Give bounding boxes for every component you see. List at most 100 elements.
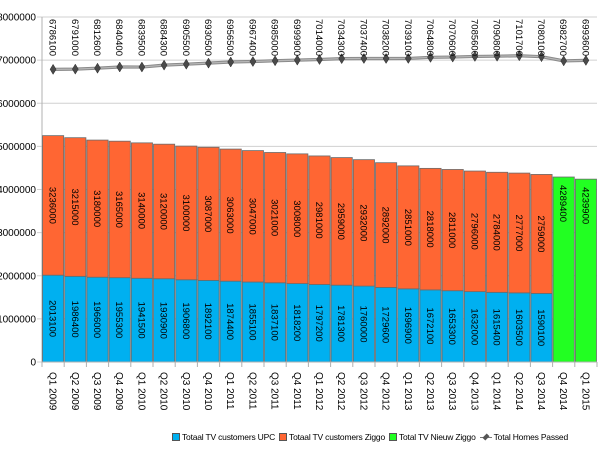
bar-data-label: 1729600 bbox=[380, 306, 391, 343]
bar-segment bbox=[486, 171, 509, 293]
bar-data-label: 3180000 bbox=[91, 190, 102, 227]
y-tick-label: 0 bbox=[30, 358, 36, 369]
bar-data-label: 1930900 bbox=[158, 302, 169, 339]
line-data-label: 6982700 bbox=[557, 19, 568, 56]
homes-passed-marker bbox=[516, 50, 523, 62]
bar-data-label: 2981000 bbox=[313, 202, 324, 239]
line-data-label: 6930500 bbox=[202, 19, 213, 56]
x-tick-label: Q2 2009 bbox=[69, 372, 80, 411]
bar-data-label: 1941500 bbox=[135, 302, 146, 339]
bar-data-label: 1892100 bbox=[202, 303, 213, 340]
y-axis: 0 1000000 2000000 3000000 4000000 5000000 6000… bbox=[0, 13, 43, 369]
bar-data-label: 1615400 bbox=[491, 309, 502, 346]
bar-segment bbox=[175, 145, 198, 281]
line-data-label: 7101700 bbox=[513, 19, 524, 56]
line-data-label: 6884300 bbox=[158, 19, 169, 56]
x-tick-label: Q1 2009 bbox=[47, 372, 58, 411]
x-tick-label: Q3 2012 bbox=[357, 372, 368, 411]
homes-passed-marker bbox=[560, 55, 567, 67]
line-data-label: 6839500 bbox=[135, 19, 146, 56]
homes-passed-marker bbox=[449, 51, 456, 63]
x-tick-label: Q2 2014 bbox=[513, 372, 524, 411]
bar-data-label: 2892000 bbox=[380, 207, 391, 244]
bar-data-label: 2932000 bbox=[357, 204, 368, 241]
x-tick-label: Q1 2015 bbox=[579, 372, 590, 411]
bar-data-label: 1653300 bbox=[446, 308, 457, 345]
x-tick-label: Q4 2012 bbox=[380, 372, 391, 411]
line-data-label: 6786100 bbox=[47, 19, 58, 56]
legend-item-homes-passed: Total Homes Passed bbox=[479, 432, 569, 442]
x-tick-label: Q4 2009 bbox=[113, 372, 124, 411]
x-tick-label: Q3 2010 bbox=[180, 372, 191, 411]
bar-data-label: 2784000 bbox=[491, 214, 502, 251]
x-tick-label: Q3 2013 bbox=[446, 372, 457, 411]
homes-passed-marker bbox=[49, 63, 57, 75]
bar-segment bbox=[530, 174, 553, 294]
line-data-label: 7014000 bbox=[313, 19, 324, 56]
x-tick-label: Q1 2011 bbox=[224, 372, 235, 410]
bar-segment bbox=[153, 143, 176, 280]
bar-data-label: 1632000 bbox=[468, 308, 479, 345]
homes-passed-marker bbox=[316, 54, 323, 66]
line-data-label: 6812600 bbox=[91, 19, 102, 56]
line-data-label: 7085600 bbox=[468, 19, 479, 56]
bar-data-label: 1590100 bbox=[535, 309, 546, 346]
line-data-label: 6956500 bbox=[224, 19, 235, 56]
homes-passed-marker bbox=[205, 57, 212, 69]
bar-segment bbox=[108, 140, 131, 279]
x-tick-label: Q3 2014 bbox=[535, 372, 546, 411]
bar-segment bbox=[197, 146, 220, 281]
y-tick-label: 1000000 bbox=[0, 314, 36, 325]
homes-passed-marker bbox=[405, 52, 412, 64]
bar-segment bbox=[352, 159, 375, 287]
homes-passed-marker bbox=[116, 61, 123, 73]
legend-line-marker-icon bbox=[479, 433, 492, 441]
legend-label-ziggo: Totaal TV customers Ziggo bbox=[289, 432, 385, 442]
x-tick-label: Q1 2013 bbox=[402, 372, 413, 411]
bar-data-label: 2796000 bbox=[468, 213, 479, 250]
line-data-label: 7080100 bbox=[535, 19, 546, 56]
legend-label-homes-passed: Total Homes Passed bbox=[493, 432, 569, 442]
y-tick-label: 5000000 bbox=[0, 142, 36, 153]
bar-data-label: 3236000 bbox=[47, 187, 58, 224]
line-data-label: 7037400 bbox=[357, 19, 368, 56]
homes-passed-marker bbox=[493, 50, 501, 62]
homes-passed-line: 6786100 6791000 6812600 6840400 6839500 68843… bbox=[47, 19, 590, 75]
x-tick-label: Q1 2014 bbox=[491, 372, 502, 411]
bar-data-label: 1818200 bbox=[291, 304, 302, 341]
legend-label-nieuw-ziggo: Total TV Nieuw Ziggo bbox=[398, 432, 476, 442]
homes-passed-marker bbox=[538, 51, 545, 63]
bar-data-label: 1672100 bbox=[424, 307, 435, 344]
homes-passed-marker bbox=[138, 61, 146, 73]
homes-passed-marker bbox=[271, 55, 279, 67]
x-tick-label: Q3 2011 bbox=[269, 372, 280, 410]
x-tick-label: Q1 2012 bbox=[313, 372, 324, 411]
y-tick-label: 7000000 bbox=[0, 56, 36, 67]
homes-passed-marker bbox=[360, 53, 368, 64]
bar-segment bbox=[419, 167, 442, 291]
legend-swatch-upc bbox=[172, 433, 180, 441]
bars: 2013100 3236000 1986400 3215000 1966000 31800… bbox=[42, 135, 597, 363]
bar-data-label: 3140000 bbox=[135, 192, 146, 229]
line-data-label: 7034300 bbox=[335, 19, 346, 56]
line-data-label: 6840400 bbox=[113, 19, 124, 56]
bar-data-label: 1855100 bbox=[246, 304, 257, 341]
homes-passed-marker bbox=[249, 56, 257, 68]
bar-data-label: 3047000 bbox=[246, 198, 257, 235]
x-tick-label: Q2 2013 bbox=[424, 372, 435, 411]
bar-segment bbox=[330, 157, 353, 286]
bar-data-label: 1837100 bbox=[269, 304, 280, 341]
bar-data-label: 4289400 bbox=[557, 185, 568, 222]
bar-data-label: 2013100 bbox=[47, 300, 58, 337]
x-tick-label: Q3 2009 bbox=[91, 372, 102, 411]
bar-segment bbox=[397, 165, 420, 290]
bar-data-label: 3100000 bbox=[180, 194, 191, 231]
homes-passed-marker bbox=[160, 59, 168, 71]
bar-data-label: 2851000 bbox=[402, 209, 413, 246]
bar-segment bbox=[64, 137, 87, 277]
bar-data-label: 3008000 bbox=[291, 200, 302, 237]
bar-segment bbox=[130, 142, 153, 279]
homes-passed-marker bbox=[382, 52, 390, 64]
legend: Totaal TV customers UPC Totaal TV custom… bbox=[172, 432, 572, 442]
